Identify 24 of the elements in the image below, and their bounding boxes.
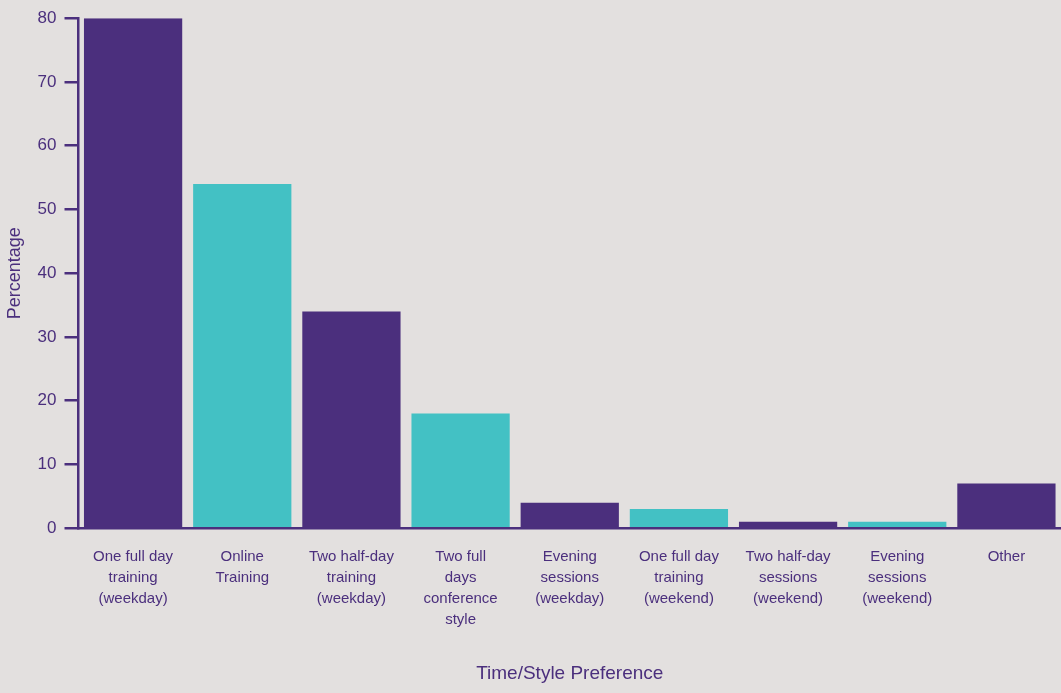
y-tick-label: 50: [37, 199, 57, 219]
x-tick-label: Evening sessions (weekend): [862, 546, 933, 606]
x-tick-label: Two full days conference style: [423, 546, 498, 627]
x-tick-label: One full day training (weekend): [638, 546, 720, 606]
bar: [193, 183, 292, 527]
y-tick-label: 80: [37, 7, 57, 27]
y-tick-label: 0: [47, 517, 57, 537]
x-tick-label: Two half-day training (weekday): [308, 546, 395, 606]
y-tick-label: 20: [37, 390, 57, 410]
bar: [629, 509, 729, 527]
x-tick-label: Two half-day sessions (weekend): [745, 546, 832, 606]
x-tick-label: Online Training: [215, 546, 270, 585]
bar: [411, 413, 510, 527]
y-tick-label: 70: [37, 71, 57, 91]
y-tick-label: 60: [37, 135, 57, 155]
y-tick-label: 10: [37, 454, 57, 474]
y-tick-label: 40: [37, 262, 57, 282]
bar: [848, 521, 947, 527]
x-axis-title: Time/Style Preference: [476, 661, 664, 683]
x-tick-label: One full day training (weekday): [93, 546, 174, 606]
x-tick-label: Evening sessions (weekday): [535, 546, 605, 606]
x-tick-label: Other: [987, 546, 1026, 564]
y-tick-label: 30: [37, 326, 57, 346]
y-axis-title: Percentage: [3, 227, 24, 320]
